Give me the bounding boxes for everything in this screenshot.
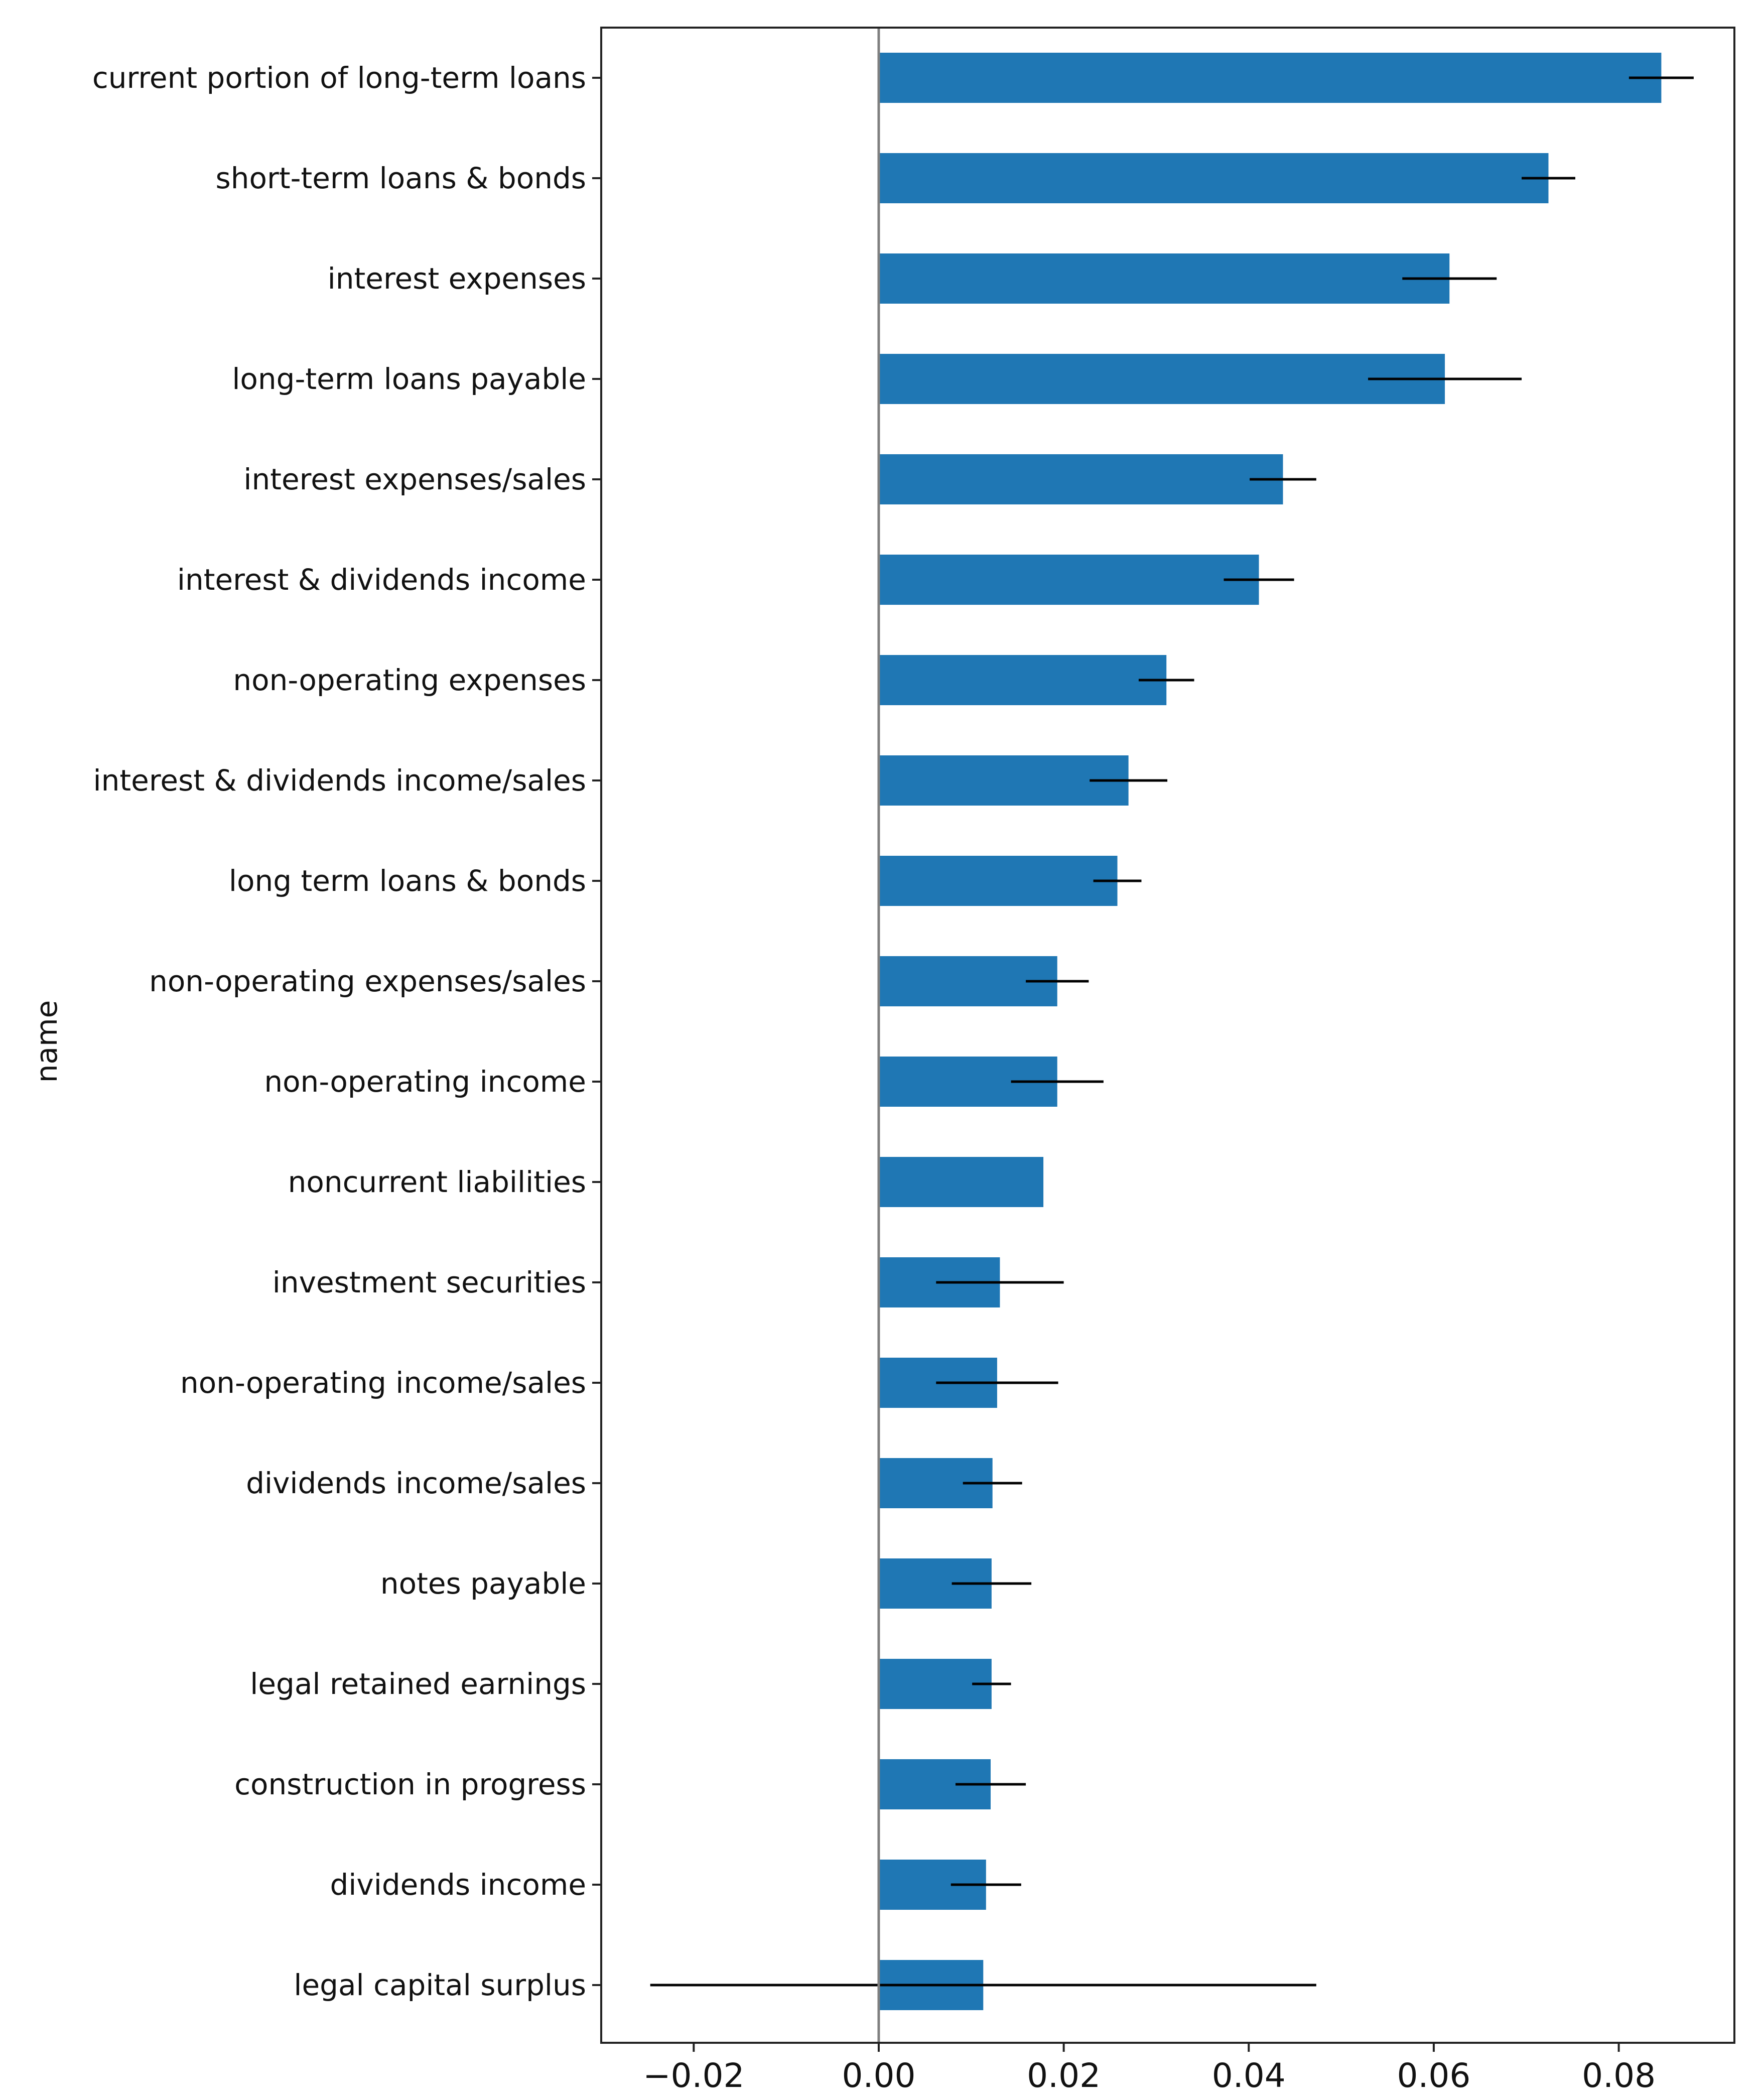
y-tick-label: legal capital surplus bbox=[294, 1968, 586, 2002]
bar-7 bbox=[878, 755, 1129, 806]
y-tick-label: legal retained earnings bbox=[250, 1667, 586, 1701]
x-tick-label: 0.08 bbox=[1582, 2056, 1656, 2095]
y-tick-label: construction in progress bbox=[234, 1767, 586, 1801]
bar-5 bbox=[878, 555, 1259, 605]
y-axis-title: name bbox=[30, 1000, 64, 1083]
bar-11 bbox=[878, 1157, 1044, 1207]
bar-4 bbox=[878, 454, 1283, 504]
y-tick-label: non-operating expenses/sales bbox=[149, 964, 586, 998]
y-tick-label: interest & dividends income/sales bbox=[93, 763, 586, 798]
bar-3 bbox=[878, 354, 1445, 404]
y-tick-label: long-term loans payable bbox=[232, 362, 586, 396]
plot-area-frame bbox=[600, 27, 1735, 2044]
x-tick-label: 0.02 bbox=[1027, 2056, 1101, 2095]
y-tick-label: investment securities bbox=[273, 1265, 586, 1299]
x-tick-label: −0.02 bbox=[643, 2056, 744, 2095]
x-tick-label: 0.00 bbox=[842, 2056, 916, 2095]
bar-0 bbox=[878, 53, 1662, 103]
bars-layer bbox=[878, 53, 1662, 2010]
y-tick-label: interest expenses/sales bbox=[243, 462, 586, 496]
bar-2 bbox=[878, 253, 1450, 304]
bar-8 bbox=[878, 856, 1118, 906]
y-tick-label: non-operating income bbox=[264, 1065, 586, 1099]
error-bars-layer bbox=[650, 76, 1694, 1987]
bar-6 bbox=[878, 655, 1167, 705]
y-tick-label: interest expenses bbox=[328, 261, 586, 296]
x-axis-ticks: −0.02 0.00 0.02 0.04 0.06 0.08 bbox=[643, 2043, 1656, 2095]
bar-1 bbox=[878, 153, 1549, 203]
y-tick-label: short-term loans & bonds bbox=[216, 161, 586, 195]
y-tick-label: non-operating expenses bbox=[233, 663, 586, 697]
y-tick-label: long term loans & bonds bbox=[229, 864, 586, 898]
x-tick-label: 0.04 bbox=[1212, 2056, 1286, 2095]
y-tick-label: dividends income bbox=[330, 1868, 586, 1902]
y-axis-ticks: current portion of long-term loans short-… bbox=[92, 61, 601, 2002]
y-tick-label: noncurrent liabilities bbox=[288, 1165, 586, 1199]
y-tick-label: dividends income/sales bbox=[246, 1466, 586, 1500]
x-tick-label: 0.06 bbox=[1397, 2056, 1470, 2095]
y-tick-label: interest & dividends income bbox=[177, 563, 586, 597]
y-tick-label: notes payable bbox=[380, 1566, 586, 1601]
y-tick-label: non-operating income/sales bbox=[180, 1366, 586, 1400]
y-tick-label: current portion of long-term loans bbox=[92, 61, 586, 95]
